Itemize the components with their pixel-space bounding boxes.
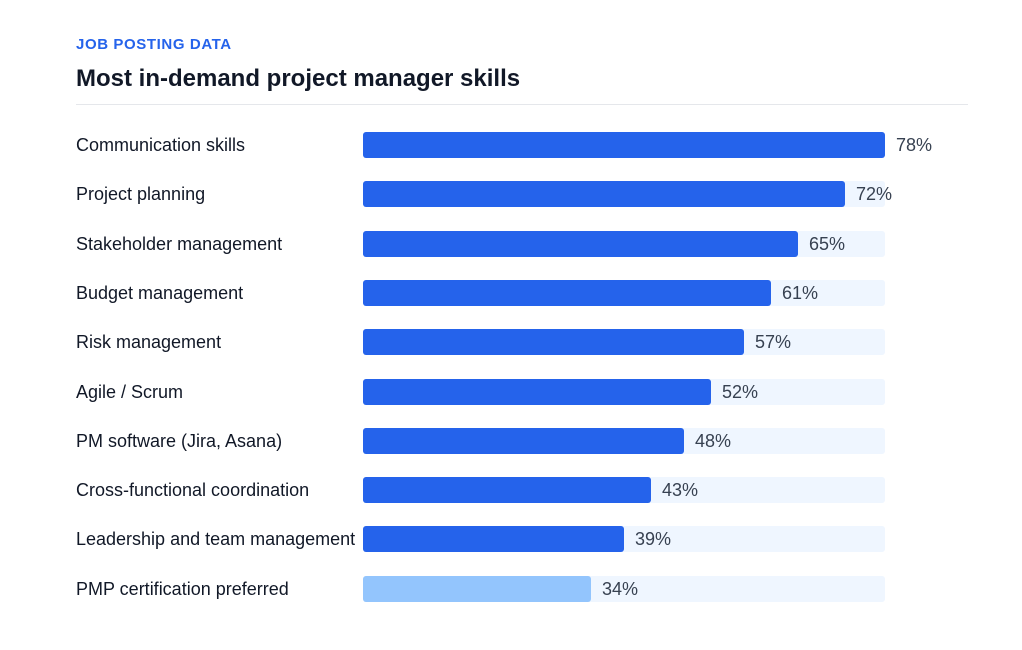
bar-value-label: 43% <box>662 480 699 500</box>
bar-category-label: Cross-functional coordination <box>76 480 310 500</box>
bar-category-label: Agile / Scrum <box>76 382 184 402</box>
bar-value-label: 78% <box>896 135 933 155</box>
bar <box>363 379 711 405</box>
bar-value-label: 65% <box>809 234 846 254</box>
bar-row: Communication skills 78% <box>76 132 968 158</box>
bar-row: Cross-functional coordination 43% <box>76 477 968 503</box>
eyebrow-label: JOB POSTING DATA <box>76 36 232 53</box>
bar-category-label: PMP certification preferred <box>76 579 289 599</box>
bar-value-label: 48% <box>695 431 732 451</box>
bar-category-label: Communication skills <box>76 135 246 155</box>
bar-category-label: Leadership and team management <box>76 529 356 549</box>
bar <box>363 526 624 552</box>
bar-row: Stakeholder management 65% <box>76 231 968 257</box>
bar <box>363 280 771 306</box>
bar-track <box>363 231 885 257</box>
bar-row: PMP certification preferred 34% <box>76 576 968 602</box>
bar-value-label: 61% <box>782 283 819 303</box>
bar-track <box>363 576 885 602</box>
bar-value-label: 39% <box>635 529 672 549</box>
bar <box>363 132 885 158</box>
bar-row: Agile / Scrum 52% <box>76 379 968 405</box>
chart-card: JOB POSTING DATA Most in-demand project … <box>76 36 968 602</box>
bar-row: PM software (Jira, Asana) 48% <box>76 428 968 454</box>
bar-category-label: Budget management <box>76 283 244 303</box>
bar <box>363 477 651 503</box>
bar-track <box>363 181 885 207</box>
chart-title: Most in-demand project manager skills <box>76 65 521 92</box>
bar-value-label: 34% <box>602 579 639 599</box>
bar-row: Leadership and team management 39% <box>76 526 968 552</box>
bar <box>363 428 684 454</box>
bar <box>363 576 591 602</box>
title-divider <box>76 104 968 105</box>
bar-value-label: 52% <box>722 382 759 402</box>
bar-track <box>363 477 885 503</box>
bar-category-label: PM software (Jira, Asana) <box>76 431 283 451</box>
bar-track <box>363 329 885 355</box>
bar-track <box>363 526 885 552</box>
bar-value-label: 57% <box>755 332 792 352</box>
bar-track <box>363 428 885 454</box>
bar-category-label: Stakeholder management <box>76 234 283 254</box>
bar-row: Project planning 72% <box>76 181 968 207</box>
bar-track <box>363 379 885 405</box>
bar <box>363 329 744 355</box>
bar <box>363 181 845 207</box>
bar-track <box>363 132 885 158</box>
bar-row: Budget management 61% <box>76 280 968 306</box>
bar-track <box>363 280 885 306</box>
bar <box>363 231 798 257</box>
bar-row: Risk management 57% <box>76 329 968 355</box>
bar-value-label: 72% <box>856 184 893 204</box>
bar-category-label: Project planning <box>76 184 206 204</box>
bar-category-label: Risk management <box>76 332 222 352</box>
